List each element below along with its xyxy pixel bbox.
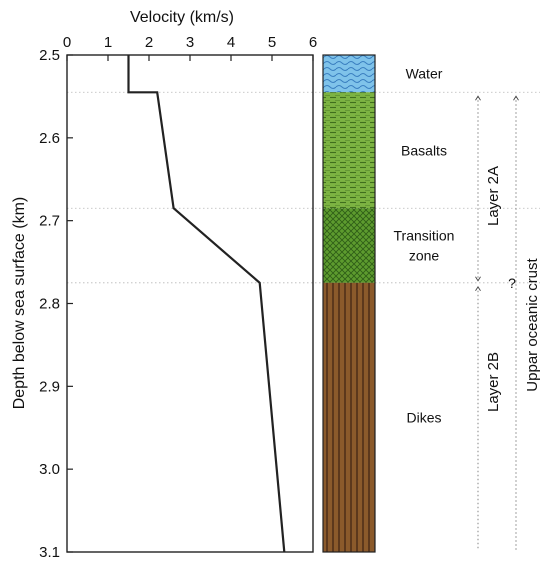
x-axis-title: Velocity (km/s) [130,9,234,26]
y-tick-label-4: 2.9 [39,378,60,395]
layer-2a-span-arrow-top [475,95,481,101]
y-tick-label-2: 2.7 [39,213,60,230]
lithology-column: Water Basalts Transition zone Dikes [322,54,455,553]
y-tick-label-1: 2.6 [39,130,60,147]
plot-frame [66,54,314,553]
upper-crust-label: Uppar oceanic crust [524,257,541,391]
layer-2b-span-arrow-top [475,285,481,292]
x-tick-label-5: 5 [268,34,276,51]
zone-label-0-0: Water [406,66,443,82]
zone-label-3-0: Dikes [406,409,441,425]
series-layer [127,55,286,553]
layer-2b-label: Layer 2B [485,352,502,412]
x-axis-ticks: 0 1 2 3 4 5 6 [63,34,317,61]
x-tick-label-0: 0 [63,34,71,51]
x-tick-label-3: 3 [186,34,194,51]
zone-pattern-3 [323,282,375,552]
layer-annotations: Layer 2A Layer 2B Uppar oceanic crust? [475,95,541,551]
question-mark-label: ? [508,275,516,291]
y-tick-label-6: 3.1 [39,544,60,561]
zone-label-1-0: Basalts [401,142,447,158]
y-tick-label-5: 3.0 [39,461,60,478]
zone-pattern-1 [323,92,375,209]
layer-2a-span-arrow-bottom [475,276,481,282]
zone-pattern-2 [323,208,375,283]
x-tick-label-6: 6 [309,34,317,51]
x-tick-label-2: 2 [145,34,153,51]
zone-pattern-0 [323,55,375,93]
boundary-guides [67,91,540,284]
y-tick-label-0: 2.5 [39,47,60,64]
upper-crust-span-arrow-top [513,95,519,101]
layer-2a-label: Layer 2A [485,166,502,226]
y-tick-label-3: 2.8 [39,296,60,313]
x-tick-label-4: 4 [227,34,235,51]
x-tick-label-1: 1 [104,34,112,51]
column-frame [322,54,376,553]
zone-label-2-1: zone [409,248,440,264]
velocity-profile-line-0 [127,55,286,553]
y-axis-ticks: 2.5 2.6 2.7 2.8 2.9 3.0 3.1 [39,47,73,561]
zone-label-2-0: Transition [394,228,455,244]
y-axis-title: Depth below sea surface (km) [11,197,28,410]
